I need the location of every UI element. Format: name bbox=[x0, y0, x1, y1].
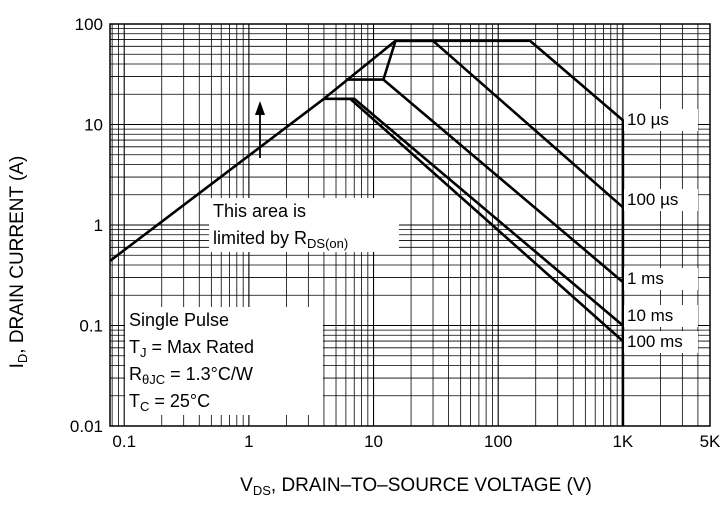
series-label-bg bbox=[624, 189, 698, 211]
test-conditions-annotation: Single Pulse TJ = Max Rated RθJC = 1.3°C… bbox=[125, 307, 323, 415]
plot-frame bbox=[109, 23, 711, 427]
series-line-0 bbox=[109, 39, 625, 426]
x-tick-label: 1 bbox=[244, 432, 253, 451]
series-label-bg bbox=[624, 305, 698, 327]
chart-series-labels: 10 µs 100 µs 1 ms 10 ms 100 ms bbox=[624, 109, 698, 353]
y-tick-label: 0.1 bbox=[79, 317, 103, 336]
series-label-bg bbox=[624, 109, 698, 131]
arrow-head bbox=[255, 101, 265, 115]
rds-arrow-icon bbox=[255, 101, 265, 158]
series-line-1 bbox=[382, 39, 624, 209]
condition-tc: TC = 25°C bbox=[129, 391, 211, 414]
x-tick-label: 0.1 bbox=[112, 432, 136, 451]
series-label-bg bbox=[624, 331, 698, 353]
y-tick-label: 1 bbox=[94, 216, 103, 235]
x-tick-label: 100 bbox=[484, 432, 512, 451]
y-tick-label: 100 bbox=[75, 15, 103, 34]
series-label-bg bbox=[624, 268, 698, 290]
chart-series bbox=[109, 39, 625, 426]
condition-rthjc: RθJC = 1.3°C/W bbox=[129, 364, 253, 387]
series-label: 10 ms bbox=[627, 306, 673, 325]
condition-pulse: Single Pulse bbox=[129, 310, 230, 330]
series-line-4 bbox=[323, 97, 624, 343]
x-axis-label: VDS, DRAIN–TO–SOURCE VOLTAGE (V) bbox=[240, 475, 592, 498]
y-tick-label: 10 bbox=[84, 116, 103, 135]
y-tick-label: 0.01 bbox=[70, 417, 103, 436]
x-tick-label: 10 bbox=[364, 432, 383, 451]
rds-on-annotation: This area is limited by RDS(on) bbox=[209, 198, 399, 252]
series-label: 10 µs bbox=[627, 110, 669, 129]
rds-note-line1: This area is bbox=[213, 201, 307, 221]
x-tick-label: 5K bbox=[700, 432, 720, 451]
series-label: 100 ms bbox=[627, 332, 683, 351]
series-label: 1 ms bbox=[627, 269, 664, 288]
x-tick-label: 1K bbox=[612, 432, 633, 451]
condition-tj: TJ = Max Rated bbox=[129, 337, 255, 360]
y-axis-label: ID, DRAIN CURRENT (A) bbox=[7, 155, 30, 369]
series-label: 100 µs bbox=[627, 190, 678, 209]
series-line-2 bbox=[345, 78, 624, 284]
rds-note-line2: limited by RDS(on) bbox=[213, 228, 349, 251]
chart-tick-labels: 0.1 1 10 100 1K 5K 100 10 1 0.1 0.01 bbox=[70, 15, 720, 451]
